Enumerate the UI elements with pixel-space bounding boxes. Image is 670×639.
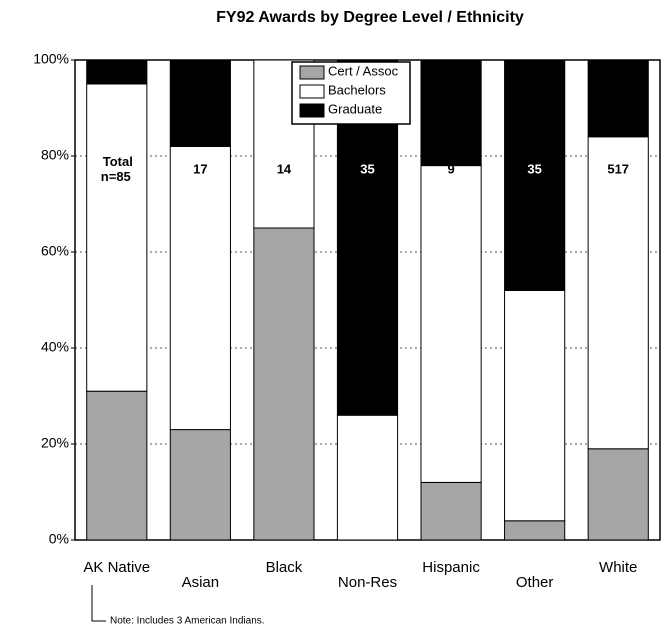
legend-label: Graduate: [328, 101, 382, 116]
bar-segment: [169, 59, 231, 147]
note: Note: Includes 3 American Indians.: [110, 616, 265, 627]
count-label-box: 517: [588, 161, 648, 176]
legend-swatch: [299, 84, 325, 99]
count-label-box: 35: [338, 160, 398, 178]
count-label-box: 14: [254, 161, 314, 176]
bar-segment: [504, 520, 566, 541]
bar-segment: [336, 414, 399, 541]
x-tick-label: Hispanic: [422, 559, 480, 576]
bar-segment: [420, 165, 482, 483]
bar-segment: [420, 59, 482, 167]
x-tick-label: White: [599, 559, 637, 576]
y-tick-label: 0%: [49, 531, 69, 547]
y-tick-label: 60%: [41, 243, 69, 259]
count-label: 35: [525, 160, 544, 178]
bar-segment: [86, 83, 148, 392]
bar-segment: [420, 481, 482, 541]
bar-segment: [169, 429, 231, 541]
legend-swatch: [299, 103, 325, 118]
x-tick-label: Non-Res: [338, 574, 397, 591]
count-label: 517: [607, 161, 630, 177]
legend-label: Cert / Assoc: [328, 63, 399, 78]
bar-segment: [587, 59, 649, 138]
x-tick-label: Asian: [182, 574, 220, 591]
count-label-box: 35: [505, 160, 565, 178]
bar-segment: [86, 59, 148, 85]
count-label: 9: [447, 161, 455, 177]
y-tick-label: 40%: [41, 339, 69, 355]
bar-segment: [587, 136, 649, 450]
y-tick-label: 100%: [33, 51, 69, 67]
count-label: 35: [358, 160, 377, 178]
count-label-box: 9: [421, 161, 481, 176]
count-label: Total n=85: [100, 153, 133, 184]
count-label-box: Total n=85: [97, 154, 137, 184]
note-bracket: [91, 585, 106, 622]
y-tick-label: 80%: [41, 147, 69, 163]
x-tick-label: AK Native: [83, 559, 150, 576]
bar-segment: [253, 227, 315, 541]
legend-label: Bachelors: [328, 82, 386, 97]
y-tick-label: 20%: [41, 435, 69, 451]
bar-segment: [504, 289, 566, 522]
legend-swatch: [299, 65, 325, 80]
chart-title: FY92 Awards by Degree Level / Ethnicity: [216, 9, 524, 26]
count-label-box: 17: [170, 161, 230, 176]
count-label: 17: [193, 161, 208, 177]
count-label: 14: [276, 161, 292, 177]
x-tick-label: Black: [266, 559, 303, 576]
bar-segment: [86, 390, 148, 541]
bar-segment: [169, 145, 231, 431]
bar-segment: [587, 448, 649, 541]
x-tick-label: Other: [516, 574, 554, 591]
